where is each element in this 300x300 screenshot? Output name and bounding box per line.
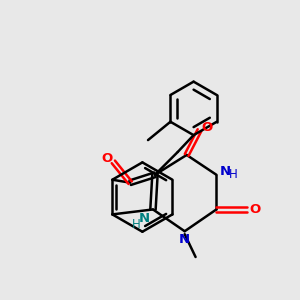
Text: O: O	[201, 121, 213, 134]
Text: H: H	[229, 168, 238, 181]
Text: O: O	[249, 203, 260, 216]
Text: N: N	[139, 212, 150, 225]
Text: N: N	[220, 165, 231, 178]
Text: O: O	[101, 152, 112, 165]
Text: N: N	[178, 233, 190, 246]
Text: H: H	[132, 218, 141, 231]
